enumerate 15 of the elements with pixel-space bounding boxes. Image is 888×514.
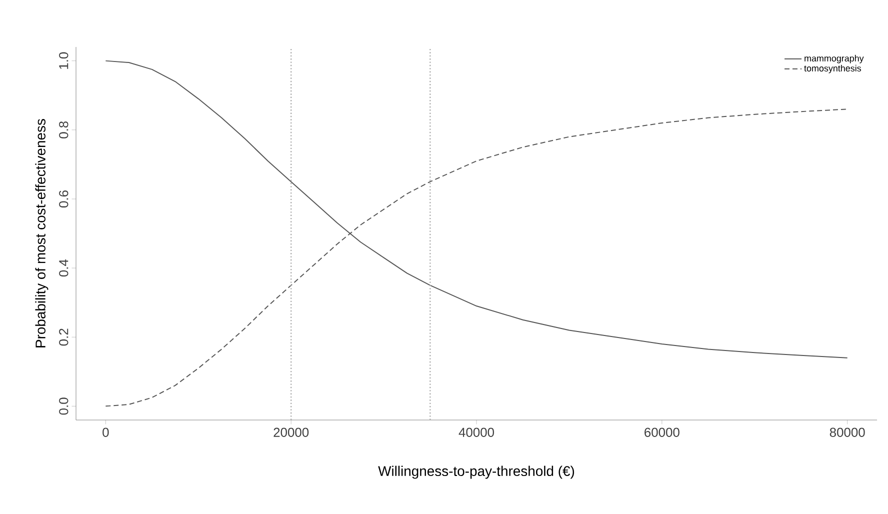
y-tick-label: 0.2 <box>59 328 68 346</box>
x-axis-title: Willingness-to-pay-threshold (€) <box>378 466 574 479</box>
y-tick-label: 1.0 <box>59 52 68 69</box>
x-tick-label: 20000 <box>274 428 309 437</box>
legend-label: tomosynthesis <box>804 64 861 74</box>
legend-label: mammography <box>804 54 864 64</box>
x-tick-label: 60000 <box>644 428 680 437</box>
x-tick-label: 0 <box>102 428 109 437</box>
y-tick-label: 0.4 <box>59 259 68 277</box>
y-tick-label: 0.8 <box>59 121 68 138</box>
x-tick-label: 80000 <box>830 428 865 437</box>
x-tick-label: 40000 <box>458 428 494 437</box>
y-axis-title: Probability of most cost-effectiveness <box>35 119 48 348</box>
y-tick-label: 0.6 <box>59 190 68 208</box>
y-tick-label: 0.0 <box>59 398 68 415</box>
